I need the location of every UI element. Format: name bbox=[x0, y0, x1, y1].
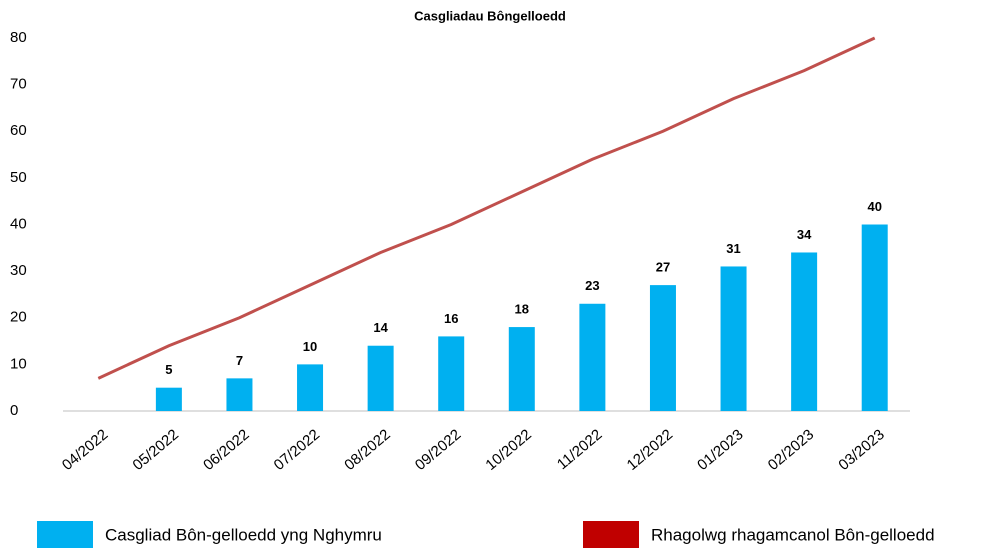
legend-swatch bbox=[37, 521, 93, 548]
x-tick-label: 02/2023 bbox=[765, 426, 817, 474]
legend-label: Casgliad Bôn-gelloedd yng Nghymru bbox=[105, 525, 382, 544]
x-tick-label: 01/2023 bbox=[694, 426, 746, 474]
bar bbox=[579, 303, 606, 411]
y-tick-label: 20 bbox=[10, 309, 27, 326]
data-label: 31 bbox=[726, 241, 740, 256]
data-label: 34 bbox=[797, 227, 812, 242]
bar bbox=[297, 364, 324, 411]
x-tick-label: 07/2022 bbox=[271, 426, 323, 474]
y-tick-label: 0 bbox=[10, 402, 18, 419]
x-tick-label: 04/2022 bbox=[59, 426, 111, 474]
x-tick-label: 11/2022 bbox=[554, 426, 606, 473]
y-tick-label: 40 bbox=[10, 215, 27, 232]
bar bbox=[155, 387, 182, 411]
data-label: 5 bbox=[165, 362, 172, 377]
bar bbox=[649, 285, 676, 411]
legend-swatch bbox=[583, 521, 639, 548]
y-tick-label: 60 bbox=[10, 122, 27, 139]
data-label: 16 bbox=[444, 311, 458, 326]
data-label: 40 bbox=[867, 199, 881, 214]
bar bbox=[861, 224, 888, 411]
data-label: 10 bbox=[303, 339, 317, 354]
data-label: 7 bbox=[236, 353, 243, 368]
bar bbox=[367, 345, 394, 411]
data-label: 27 bbox=[656, 260, 670, 275]
x-tick-label: 06/2022 bbox=[200, 426, 252, 474]
x-tick-label: 08/2022 bbox=[341, 426, 393, 474]
data-label: 14 bbox=[373, 320, 388, 335]
x-tick-label: 12/2022 bbox=[624, 426, 676, 474]
bar bbox=[508, 327, 535, 411]
line bbox=[97, 36, 876, 380]
x-tick-label: 10/2022 bbox=[482, 426, 534, 474]
y-tick-label: 50 bbox=[10, 169, 27, 186]
data-label: 18 bbox=[515, 302, 529, 317]
x-tick-label: 05/2022 bbox=[130, 426, 182, 474]
legend-label: Rhagolwg rhagamcanol Bôn-gelloedd bbox=[651, 525, 935, 544]
y-tick-label: 30 bbox=[10, 262, 27, 279]
data-label: 23 bbox=[585, 278, 599, 293]
bar bbox=[720, 266, 747, 411]
bar bbox=[438, 336, 465, 411]
y-tick-label: 10 bbox=[10, 355, 27, 372]
y-tick-label: 70 bbox=[10, 76, 27, 93]
bar bbox=[226, 378, 253, 411]
bar bbox=[791, 252, 818, 411]
y-tick-label: 80 bbox=[10, 29, 27, 46]
chart-title: Casgliadau Bôngelloedd bbox=[414, 8, 566, 23]
x-tick-label: 09/2022 bbox=[412, 426, 464, 474]
x-tick-label: 03/2023 bbox=[835, 426, 887, 474]
